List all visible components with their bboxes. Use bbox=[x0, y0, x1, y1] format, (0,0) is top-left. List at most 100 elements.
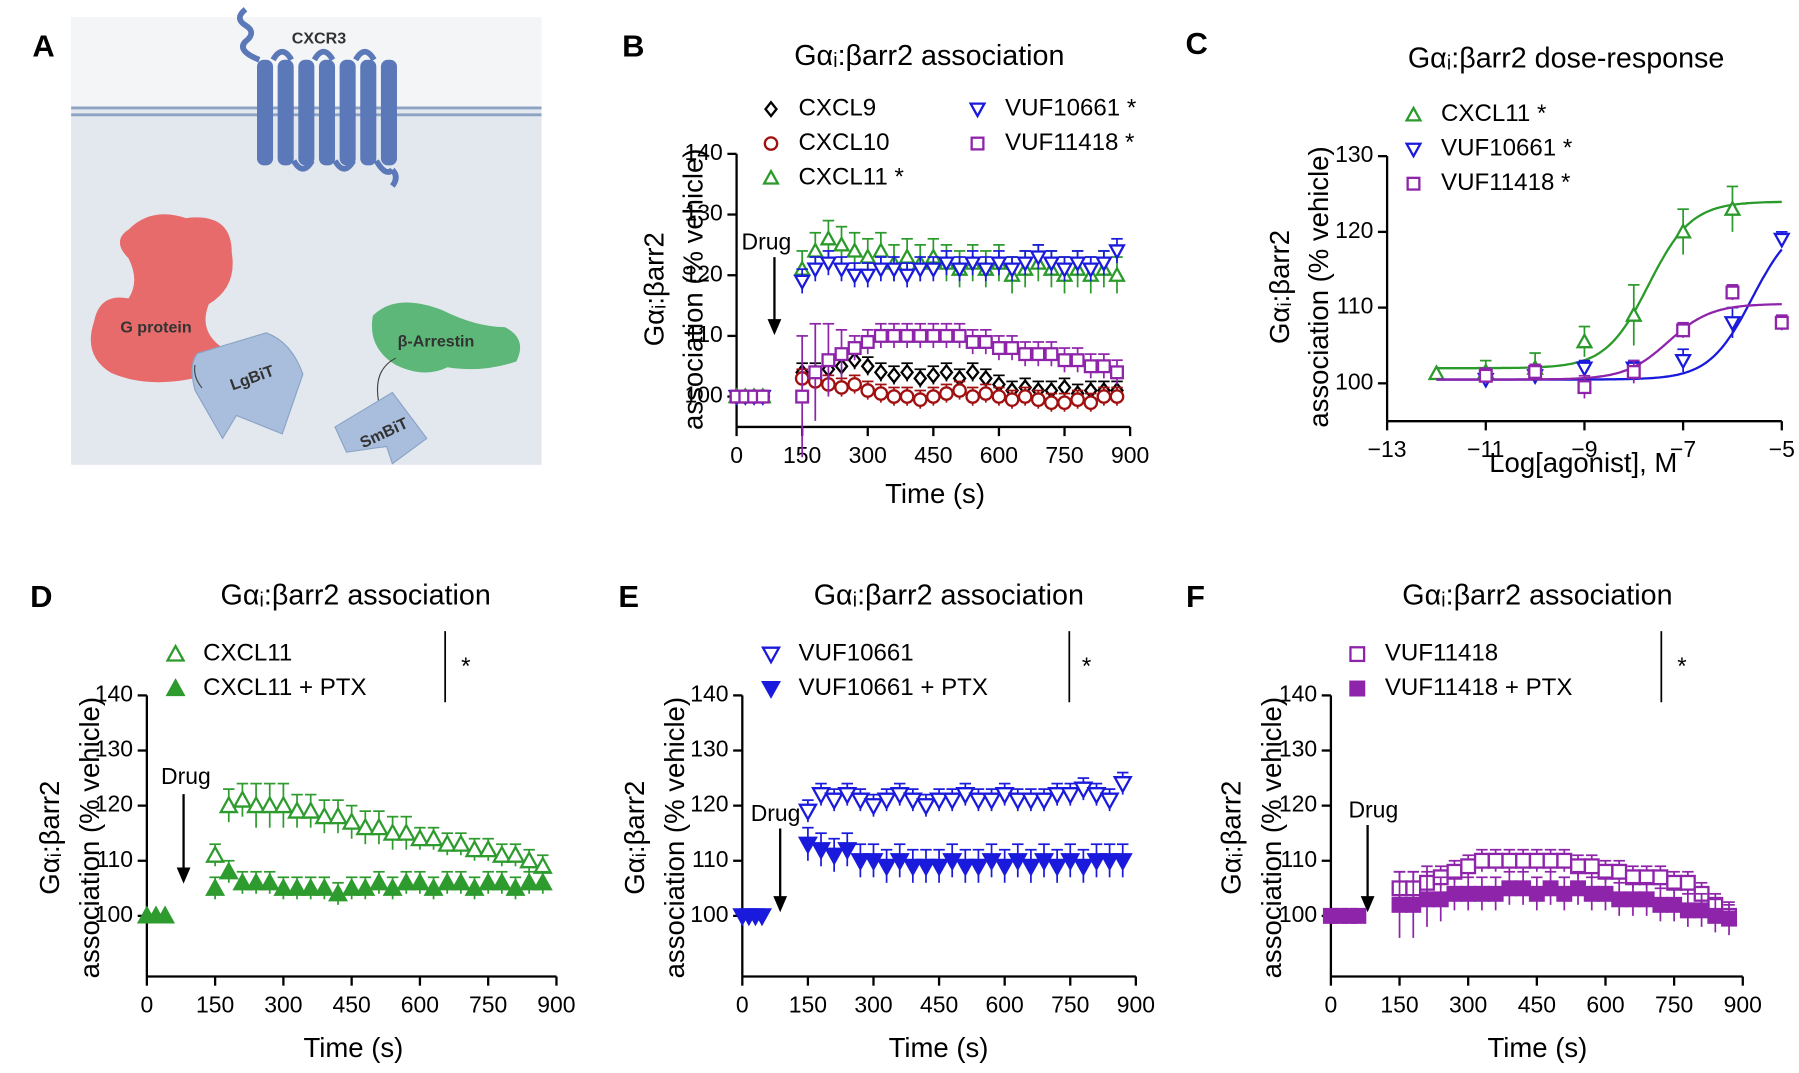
panel-label: C bbox=[1185, 26, 1207, 61]
drug-arrowhead bbox=[767, 319, 782, 336]
data-point bbox=[929, 858, 950, 877]
y-tick-label: 130 bbox=[1335, 141, 1373, 167]
data-point bbox=[1446, 885, 1463, 902]
data-point bbox=[1004, 392, 1020, 407]
significance-label: * bbox=[1082, 653, 1091, 680]
data-point bbox=[478, 839, 499, 858]
data-point bbox=[532, 872, 553, 891]
chart-title: Gαᵢ:βarr2 association bbox=[814, 579, 1084, 611]
legend-marker bbox=[970, 136, 985, 151]
data-point bbox=[300, 877, 321, 896]
data-point bbox=[1419, 891, 1435, 908]
data-point bbox=[450, 833, 471, 852]
panel-label: A bbox=[32, 29, 54, 64]
data-point bbox=[1674, 222, 1692, 239]
data-point bbox=[1638, 891, 1655, 908]
g-protein bbox=[90, 214, 233, 383]
data-point bbox=[1047, 858, 1068, 877]
legend-marker bbox=[968, 102, 987, 119]
data-point bbox=[886, 328, 901, 343]
legend-label: CXCL11 * bbox=[799, 163, 904, 190]
data-point bbox=[1707, 907, 1724, 924]
x-tick-label: 600 bbox=[401, 991, 439, 1017]
data-point bbox=[1676, 323, 1691, 338]
data-point bbox=[1083, 359, 1098, 374]
data-point bbox=[990, 256, 1008, 273]
data-point bbox=[396, 872, 417, 891]
y-tick-label: 130 bbox=[1279, 736, 1317, 762]
data-point bbox=[912, 392, 928, 407]
data-point bbox=[1556, 885, 1573, 902]
x-tick-label: 150 bbox=[196, 991, 234, 1017]
panel-label: D bbox=[30, 579, 52, 614]
data-point bbox=[926, 366, 941, 385]
linker bbox=[194, 364, 203, 389]
x-tick-label: 450 bbox=[1518, 991, 1556, 1017]
data-point bbox=[1473, 885, 1490, 902]
data-point bbox=[1070, 392, 1085, 407]
data-point bbox=[926, 389, 941, 404]
data-point bbox=[1652, 869, 1669, 886]
data-point bbox=[863, 798, 884, 817]
x-tick-label: −5 bbox=[1769, 436, 1795, 462]
panel-a: A CXCR3 G protein LgBiT β-Arrestin SmBiT bbox=[32, 7, 542, 465]
data-point bbox=[341, 877, 362, 896]
y-tick-label: 110 bbox=[686, 321, 723, 347]
data-point bbox=[939, 363, 954, 382]
x-tick-label: 150 bbox=[1380, 991, 1418, 1017]
y-tick-label: 140 bbox=[1279, 680, 1317, 706]
data-point bbox=[860, 357, 875, 375]
data-point bbox=[382, 822, 403, 841]
data-point bbox=[1350, 907, 1367, 924]
data-point bbox=[218, 795, 239, 814]
data-point bbox=[902, 858, 923, 877]
data-point bbox=[978, 386, 994, 401]
data-point bbox=[850, 792, 871, 811]
legend-marker bbox=[1349, 680, 1366, 697]
y-tick-label: 100 bbox=[1335, 368, 1373, 394]
data-point bbox=[991, 389, 1007, 404]
data-point bbox=[1501, 852, 1518, 869]
x-tick-label: −13 bbox=[1368, 436, 1407, 462]
data-point bbox=[232, 789, 253, 808]
data-point bbox=[1057, 395, 1072, 411]
data-point bbox=[1391, 896, 1408, 913]
data-point bbox=[915, 858, 936, 877]
legend-marker bbox=[165, 643, 186, 662]
legend-marker bbox=[761, 680, 781, 699]
data-point bbox=[205, 877, 226, 896]
data-point bbox=[1679, 874, 1696, 891]
data-point bbox=[1626, 364, 1641, 379]
data-point bbox=[1112, 776, 1133, 794]
y-axis-label: association (% vehicle) bbox=[678, 149, 709, 430]
x-tick-label: 600 bbox=[986, 991, 1024, 1017]
y-tick-label: 120 bbox=[685, 260, 723, 286]
data-point bbox=[300, 800, 321, 819]
data-point bbox=[1108, 244, 1126, 261]
data-point bbox=[1095, 256, 1113, 273]
data-point bbox=[911, 262, 930, 279]
data-point bbox=[1060, 853, 1081, 872]
data-point bbox=[1020, 858, 1041, 877]
data-point bbox=[1003, 262, 1021, 279]
legend-label: CXCL11 * bbox=[1441, 100, 1546, 127]
x-tick-label: 0 bbox=[730, 442, 743, 468]
legend-label: CXCL11 + PTX bbox=[203, 674, 367, 701]
data-point bbox=[837, 787, 858, 806]
data-point bbox=[1487, 852, 1504, 869]
data-point bbox=[898, 268, 916, 285]
drug-arrowhead bbox=[176, 867, 191, 884]
data-point bbox=[821, 353, 836, 368]
data-point bbox=[287, 877, 308, 896]
x-tick-label: 0 bbox=[140, 991, 153, 1017]
data-point bbox=[991, 341, 1006, 356]
data-point bbox=[873, 363, 888, 382]
data-point bbox=[437, 872, 458, 891]
data-point bbox=[273, 795, 294, 814]
data-point bbox=[1575, 361, 1594, 378]
data-point bbox=[1473, 852, 1490, 869]
data-point bbox=[1108, 265, 1126, 282]
data-point bbox=[1020, 792, 1041, 811]
x-axis-label: Time (s) bbox=[889, 1032, 989, 1063]
legend-marker bbox=[1404, 105, 1423, 122]
